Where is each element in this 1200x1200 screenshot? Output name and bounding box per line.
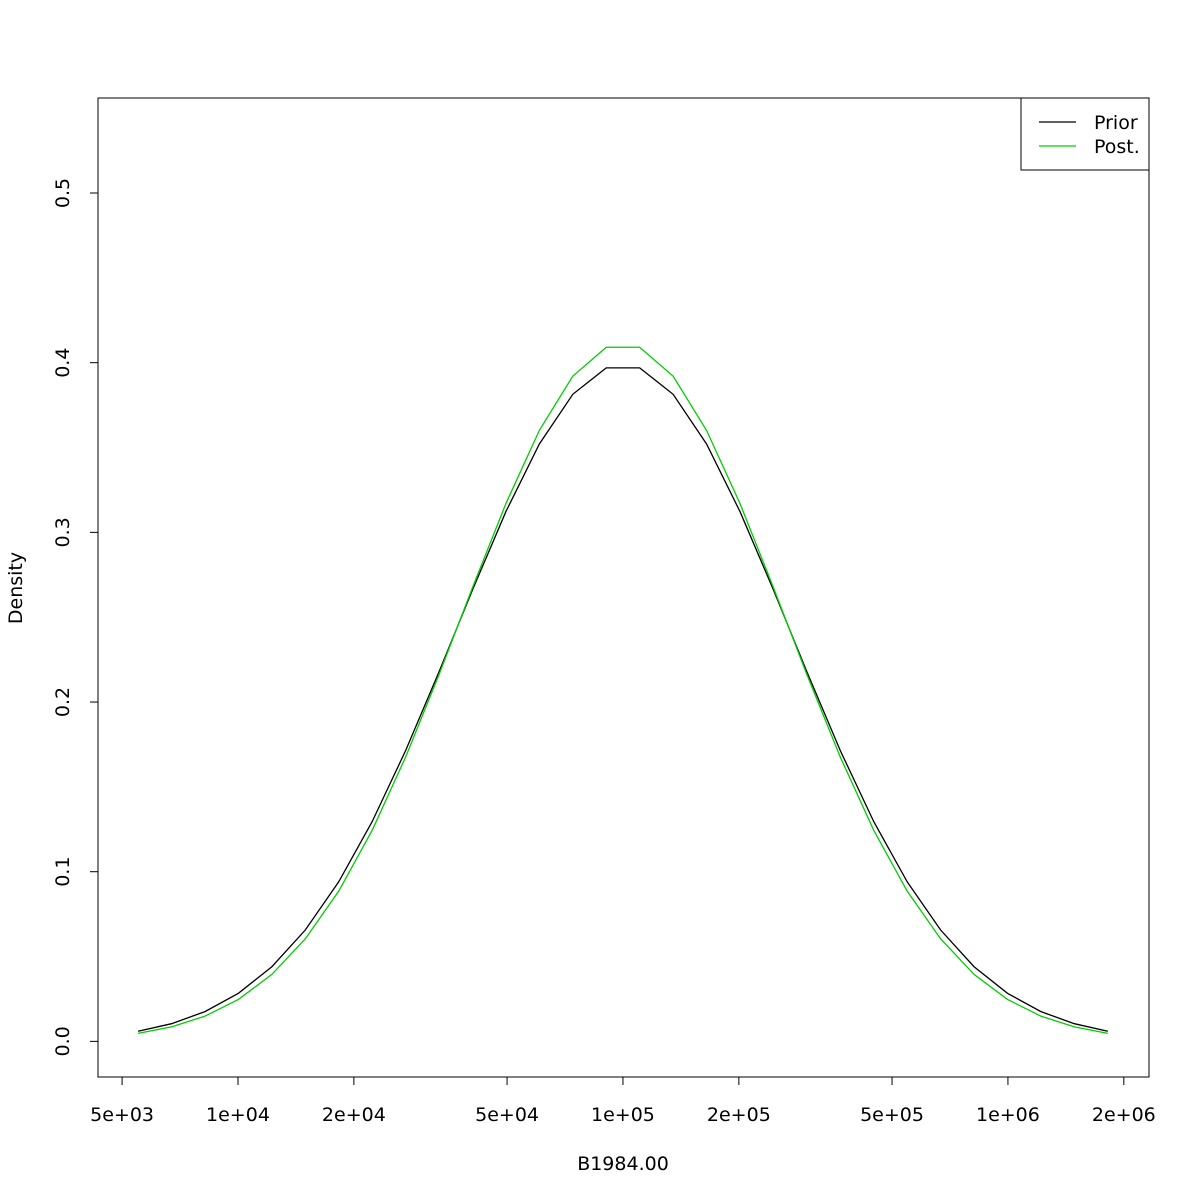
y-tick-label: 0.3 — [52, 517, 74, 547]
x-tick-label: 2e+06 — [1092, 1104, 1156, 1126]
legend-label: Prior — [1094, 112, 1138, 134]
y-tick-label: 0.0 — [52, 1026, 74, 1056]
x-tick-label: 2e+04 — [322, 1104, 386, 1126]
x-tick-label: 1e+06 — [976, 1104, 1040, 1126]
y-tick-label: 0.1 — [52, 857, 74, 887]
y-tick-label: 0.5 — [52, 178, 74, 208]
plot-frame — [97, 97, 1150, 1078]
x-tick-label: 2e+05 — [707, 1104, 771, 1126]
series-line — [137, 346, 1108, 1035]
legend-box — [1020, 97, 1150, 171]
y-axis-label: Density — [5, 552, 27, 624]
series-line — [137, 367, 1108, 1032]
x-tick-label: 5e+04 — [475, 1104, 539, 1126]
y-tick-label: 0.4 — [52, 348, 74, 378]
x-tick-label: 1e+05 — [591, 1104, 655, 1126]
x-tick-label: 5e+05 — [860, 1104, 924, 1126]
x-tick-label: 5e+03 — [90, 1104, 154, 1126]
legend-label: Post. — [1094, 136, 1140, 158]
y-tick-label: 0.2 — [52, 687, 74, 717]
x-axis-label: B1984.00 — [577, 1153, 669, 1175]
x-tick-label: 1e+04 — [206, 1104, 270, 1126]
